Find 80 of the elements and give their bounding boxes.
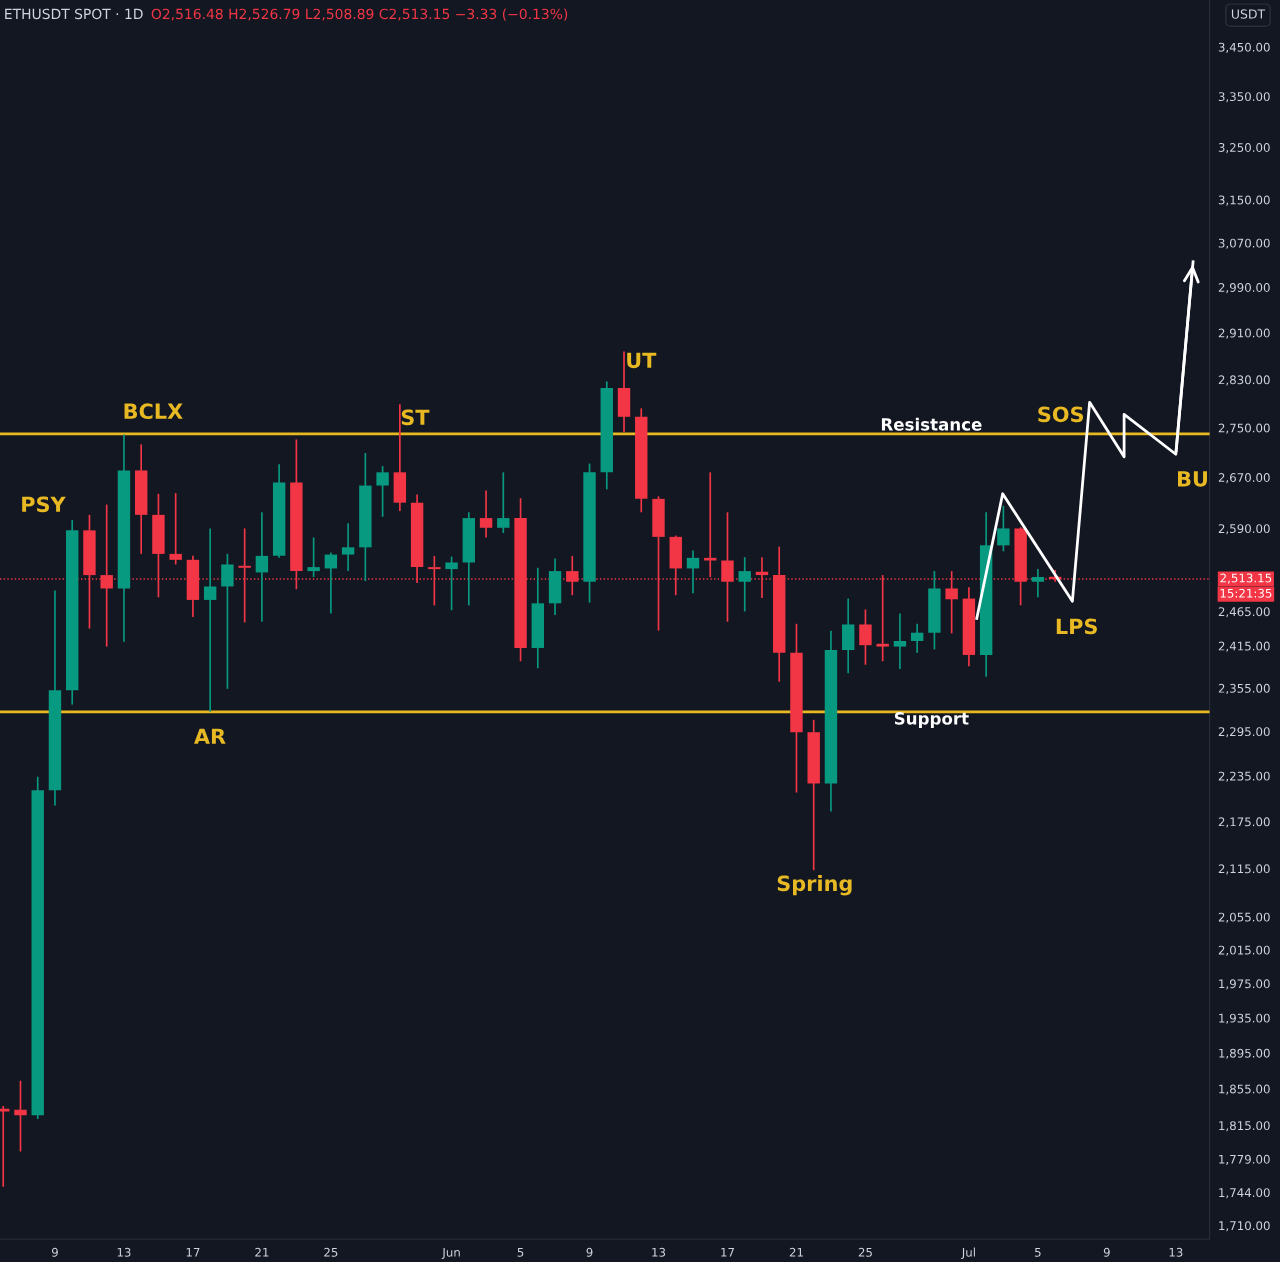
candlestick — [14, 1079, 27, 1153]
candlestick — [203, 527, 217, 713]
annotation: LPS — [1056, 618, 1097, 635]
x-tick-label: 25 — [324, 1247, 338, 1257]
ref-line-label: Support — [894, 712, 969, 728]
ref-line-label: 2,513.15 — [1220, 573, 1272, 584]
annotation: SOS — [1038, 406, 1084, 423]
ref-line-label: Resistance — [881, 417, 982, 431]
y-tick-label: 1,935.00 — [1219, 1013, 1270, 1024]
candlestick — [445, 555, 458, 611]
candlestick — [721, 511, 734, 623]
y-tick-label: 2,115.00 — [1218, 864, 1270, 875]
candlestick — [997, 505, 1010, 553]
y-tick-label: 3,070.00 — [1218, 238, 1270, 249]
candlestick — [686, 549, 700, 595]
y-tick-label: 2,750.00 — [1218, 423, 1270, 434]
x-tick-label: 21 — [255, 1247, 269, 1257]
y-tick-label: 1,779.00 — [1219, 1154, 1270, 1165]
x-tick-label: 17 — [186, 1247, 200, 1257]
x-tick-label: 9 — [51, 1247, 58, 1257]
y-tick-label: 3,450.00 — [1218, 42, 1270, 53]
annotation: BU — [1178, 471, 1207, 487]
y-tick-label: 2,670.00 — [1218, 473, 1270, 484]
candlestick — [307, 536, 320, 578]
x-tick-label: Jul — [961, 1247, 975, 1259]
x-tick-label: 17 — [721, 1247, 734, 1257]
y-tick-label: 3,350.00 — [1218, 92, 1270, 103]
y-tick-label: 2,590.00 — [1218, 524, 1270, 535]
y-tick-label: 1,815.00 — [1219, 1121, 1270, 1132]
x-tick-label: 13 — [652, 1247, 666, 1257]
y-tick-label: 3,250.00 — [1218, 143, 1270, 154]
candlestick — [376, 465, 389, 518]
annotation: AR — [194, 728, 226, 744]
y-tick-label: 1,975.00 — [1219, 979, 1270, 990]
y-tick-label: 2,910.00 — [1218, 328, 1270, 339]
y-tick-label: 2,415.00 — [1218, 641, 1270, 652]
annotation: ST — [401, 409, 430, 426]
x-tick-label: 5 — [517, 1247, 524, 1257]
candlestick — [341, 522, 355, 572]
candlestick — [910, 622, 924, 654]
y-tick-label: 2,055.00 — [1218, 912, 1270, 923]
candlestick — [497, 471, 510, 534]
annotation: BCLX — [124, 403, 183, 420]
text: ETHUSDT SPOT · 1D — [5, 8, 143, 20]
y-tick-label: 2,355.00 — [1218, 683, 1270, 694]
y-tick-label: 2,295.00 — [1218, 727, 1270, 738]
y-tick-label: 2,235.00 — [1218, 771, 1270, 782]
candlestick — [859, 608, 872, 666]
y-tick-label: 1,710.00 — [1219, 1221, 1270, 1232]
candlestick — [221, 553, 234, 690]
candlestick — [893, 612, 907, 670]
candlestick — [479, 489, 493, 539]
candlestick — [1031, 568, 1045, 599]
y-tick-label: 3,150.00 — [1218, 195, 1270, 206]
y-tick-label: 1,855.00 — [1219, 1084, 1270, 1095]
y-tick-label: 1,744.00 — [1219, 1188, 1270, 1199]
candlestick — [738, 556, 751, 613]
y-tick-label: 2,465.00 — [1218, 607, 1270, 618]
annotation: UT — [627, 352, 657, 369]
y-tick-label: 2,015.00 — [1218, 945, 1270, 956]
x-tick-label: 5 — [1035, 1247, 1041, 1257]
x-tick-label: 9 — [1103, 1247, 1110, 1257]
text: O2,516.48 H2,526.79 L2,508.89 C2,513.15 −3.33 (−0.13%) — [151, 8, 568, 21]
y-tick-label: 2,175.00 — [1218, 817, 1270, 828]
y-tick-label: 2,990.00 — [1218, 283, 1270, 294]
text: 15:21:35 — [1220, 588, 1272, 598]
x-tick-label: Jun — [441, 1247, 460, 1259]
x-tick-label: 25 — [858, 1247, 872, 1257]
annotation: Spring — [777, 875, 852, 896]
x-tick-label: 13 — [117, 1247, 131, 1257]
candlestick — [255, 511, 269, 623]
x-tick-label: 13 — [1169, 1247, 1183, 1257]
y-tick-label: 2,830.00 — [1218, 375, 1270, 386]
x-tick-label: 9 — [586, 1247, 593, 1257]
candlestick — [324, 551, 338, 615]
annotation: PSY — [22, 496, 66, 513]
y-tick-label: 1,895.00 — [1219, 1048, 1270, 1059]
x-tick-label: 21 — [789, 1247, 803, 1257]
candlestick — [169, 492, 182, 566]
y-axis-title: USDT — [1231, 9, 1266, 19]
